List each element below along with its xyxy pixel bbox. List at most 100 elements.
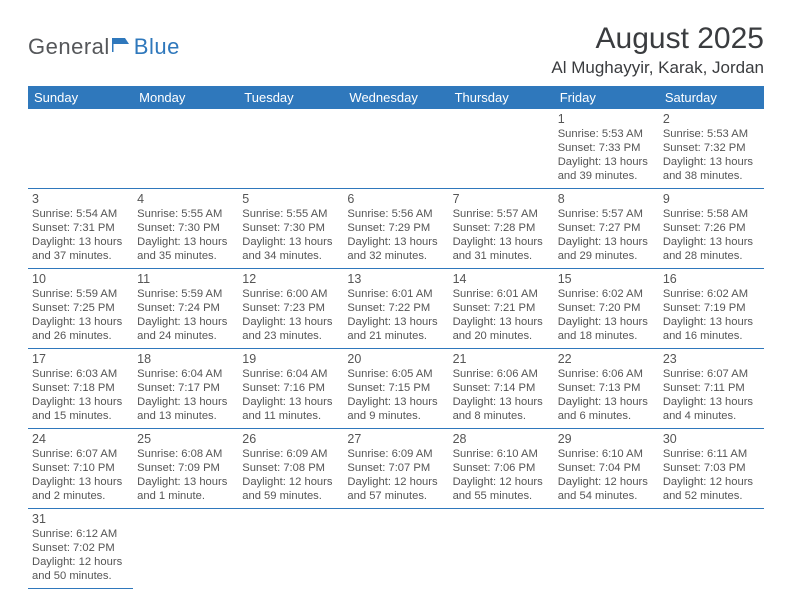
calendar-day-cell: 18Sunrise: 6:04 AMSunset: 7:17 PMDayligh… — [133, 349, 238, 429]
daylight-text: and 24 minutes. — [137, 329, 234, 343]
daylight-text: Daylight: 12 hours — [347, 475, 444, 489]
day-number: 21 — [453, 352, 550, 366]
daylight-text: Daylight: 13 hours — [137, 475, 234, 489]
sunrise-text: Sunrise: 6:11 AM — [663, 447, 760, 461]
calendar-day-cell: 3Sunrise: 5:54 AMSunset: 7:31 PMDaylight… — [28, 189, 133, 269]
daylight-text: and 28 minutes. — [663, 249, 760, 263]
day-number: 22 — [558, 352, 655, 366]
calendar-day-cell — [133, 109, 238, 189]
calendar-day-cell: 8Sunrise: 5:57 AMSunset: 7:27 PMDaylight… — [554, 189, 659, 269]
sunrise-text: Sunrise: 5:55 AM — [137, 207, 234, 221]
calendar-day-cell: 21Sunrise: 6:06 AMSunset: 7:14 PMDayligh… — [449, 349, 554, 429]
calendar-day-cell: 1Sunrise: 5:53 AMSunset: 7:33 PMDaylight… — [554, 109, 659, 189]
sunrise-text: Sunrise: 5:55 AM — [242, 207, 339, 221]
month-title: August 2025 — [551, 22, 764, 56]
daylight-text: and 55 minutes. — [453, 489, 550, 503]
day-number: 19 — [242, 352, 339, 366]
calendar-day-cell: 30Sunrise: 6:11 AMSunset: 7:03 PMDayligh… — [659, 429, 764, 509]
weekday-header: Thursday — [449, 86, 554, 109]
daylight-text: Daylight: 13 hours — [137, 395, 234, 409]
weekday-header: Friday — [554, 86, 659, 109]
day-number: 26 — [242, 432, 339, 446]
sunrise-text: Sunrise: 6:09 AM — [242, 447, 339, 461]
sunset-text: Sunset: 7:33 PM — [558, 141, 655, 155]
day-number: 11 — [137, 272, 234, 286]
sunrise-text: Sunrise: 6:07 AM — [32, 447, 129, 461]
daylight-text: Daylight: 13 hours — [347, 315, 444, 329]
sunrise-text: Sunrise: 6:01 AM — [453, 287, 550, 301]
sunrise-text: Sunrise: 6:04 AM — [137, 367, 234, 381]
daylight-text: and 37 minutes. — [32, 249, 129, 263]
daylight-text: and 2 minutes. — [32, 489, 129, 503]
calendar-day-cell: 28Sunrise: 6:10 AMSunset: 7:06 PMDayligh… — [449, 429, 554, 509]
day-number: 8 — [558, 192, 655, 206]
calendar-day-cell: 2Sunrise: 5:53 AMSunset: 7:32 PMDaylight… — [659, 109, 764, 189]
daylight-text: Daylight: 13 hours — [663, 395, 760, 409]
day-number: 7 — [453, 192, 550, 206]
day-number: 1 — [558, 112, 655, 126]
calendar-day-cell: 12Sunrise: 6:00 AMSunset: 7:23 PMDayligh… — [238, 269, 343, 349]
sunrise-text: Sunrise: 6:05 AM — [347, 367, 444, 381]
daylight-text: Daylight: 13 hours — [558, 395, 655, 409]
sunset-text: Sunset: 7:27 PM — [558, 221, 655, 235]
day-number: 10 — [32, 272, 129, 286]
sunset-text: Sunset: 7:29 PM — [347, 221, 444, 235]
calendar-day-cell — [554, 509, 659, 589]
sunset-text: Sunset: 7:22 PM — [347, 301, 444, 315]
calendar-week-row: 17Sunrise: 6:03 AMSunset: 7:18 PMDayligh… — [28, 349, 764, 429]
sunset-text: Sunset: 7:13 PM — [558, 381, 655, 395]
calendar-day-cell: 16Sunrise: 6:02 AMSunset: 7:19 PMDayligh… — [659, 269, 764, 349]
sunrise-text: Sunrise: 5:57 AM — [558, 207, 655, 221]
sunrise-text: Sunrise: 6:10 AM — [558, 447, 655, 461]
title-block: August 2025 Al Mughayyir, Karak, Jordan — [551, 22, 764, 78]
day-number: 23 — [663, 352, 760, 366]
calendar-day-cell — [449, 109, 554, 189]
day-number: 4 — [137, 192, 234, 206]
calendar-day-cell: 31Sunrise: 6:12 AMSunset: 7:02 PMDayligh… — [28, 509, 133, 589]
daylight-text: Daylight: 13 hours — [347, 395, 444, 409]
calendar-day-cell: 20Sunrise: 6:05 AMSunset: 7:15 PMDayligh… — [343, 349, 448, 429]
logo-text-general: General — [28, 34, 110, 60]
day-number: 30 — [663, 432, 760, 446]
daylight-text: Daylight: 13 hours — [242, 235, 339, 249]
sunset-text: Sunset: 7:17 PM — [137, 381, 234, 395]
daylight-text: and 15 minutes. — [32, 409, 129, 423]
calendar-day-cell: 27Sunrise: 6:09 AMSunset: 7:07 PMDayligh… — [343, 429, 448, 509]
day-number: 5 — [242, 192, 339, 206]
sunset-text: Sunset: 7:24 PM — [137, 301, 234, 315]
daylight-text: and 8 minutes. — [453, 409, 550, 423]
sunrise-text: Sunrise: 6:00 AM — [242, 287, 339, 301]
daylight-text: Daylight: 13 hours — [32, 395, 129, 409]
daylight-text: and 1 minute. — [137, 489, 234, 503]
calendar-week-row: 31Sunrise: 6:12 AMSunset: 7:02 PMDayligh… — [28, 509, 764, 589]
daylight-text: and 11 minutes. — [242, 409, 339, 423]
calendar-day-cell — [449, 509, 554, 589]
daylight-text: and 20 minutes. — [453, 329, 550, 343]
daylight-text: Daylight: 13 hours — [32, 475, 129, 489]
day-number: 31 — [32, 512, 129, 526]
sunset-text: Sunset: 7:07 PM — [347, 461, 444, 475]
sunrise-text: Sunrise: 5:56 AM — [347, 207, 444, 221]
daylight-text: and 23 minutes. — [242, 329, 339, 343]
calendar-day-cell: 26Sunrise: 6:09 AMSunset: 7:08 PMDayligh… — [238, 429, 343, 509]
daylight-text: and 54 minutes. — [558, 489, 655, 503]
sunset-text: Sunset: 7:10 PM — [32, 461, 129, 475]
calendar-day-cell — [28, 109, 133, 189]
calendar-day-cell: 17Sunrise: 6:03 AMSunset: 7:18 PMDayligh… — [28, 349, 133, 429]
sunrise-text: Sunrise: 6:04 AM — [242, 367, 339, 381]
daylight-text: Daylight: 13 hours — [453, 395, 550, 409]
sunset-text: Sunset: 7:25 PM — [32, 301, 129, 315]
calendar-day-cell: 7Sunrise: 5:57 AMSunset: 7:28 PMDaylight… — [449, 189, 554, 269]
sunrise-text: Sunrise: 6:12 AM — [32, 527, 129, 541]
day-number: 9 — [663, 192, 760, 206]
sunset-text: Sunset: 7:15 PM — [347, 381, 444, 395]
day-number: 17 — [32, 352, 129, 366]
sunset-text: Sunset: 7:30 PM — [137, 221, 234, 235]
daylight-text: Daylight: 13 hours — [558, 155, 655, 169]
sunrise-text: Sunrise: 6:10 AM — [453, 447, 550, 461]
calendar-week-row: 3Sunrise: 5:54 AMSunset: 7:31 PMDaylight… — [28, 189, 764, 269]
sunrise-text: Sunrise: 5:53 AM — [663, 127, 760, 141]
daylight-text: and 26 minutes. — [32, 329, 129, 343]
sunset-text: Sunset: 7:04 PM — [558, 461, 655, 475]
daylight-text: Daylight: 12 hours — [558, 475, 655, 489]
